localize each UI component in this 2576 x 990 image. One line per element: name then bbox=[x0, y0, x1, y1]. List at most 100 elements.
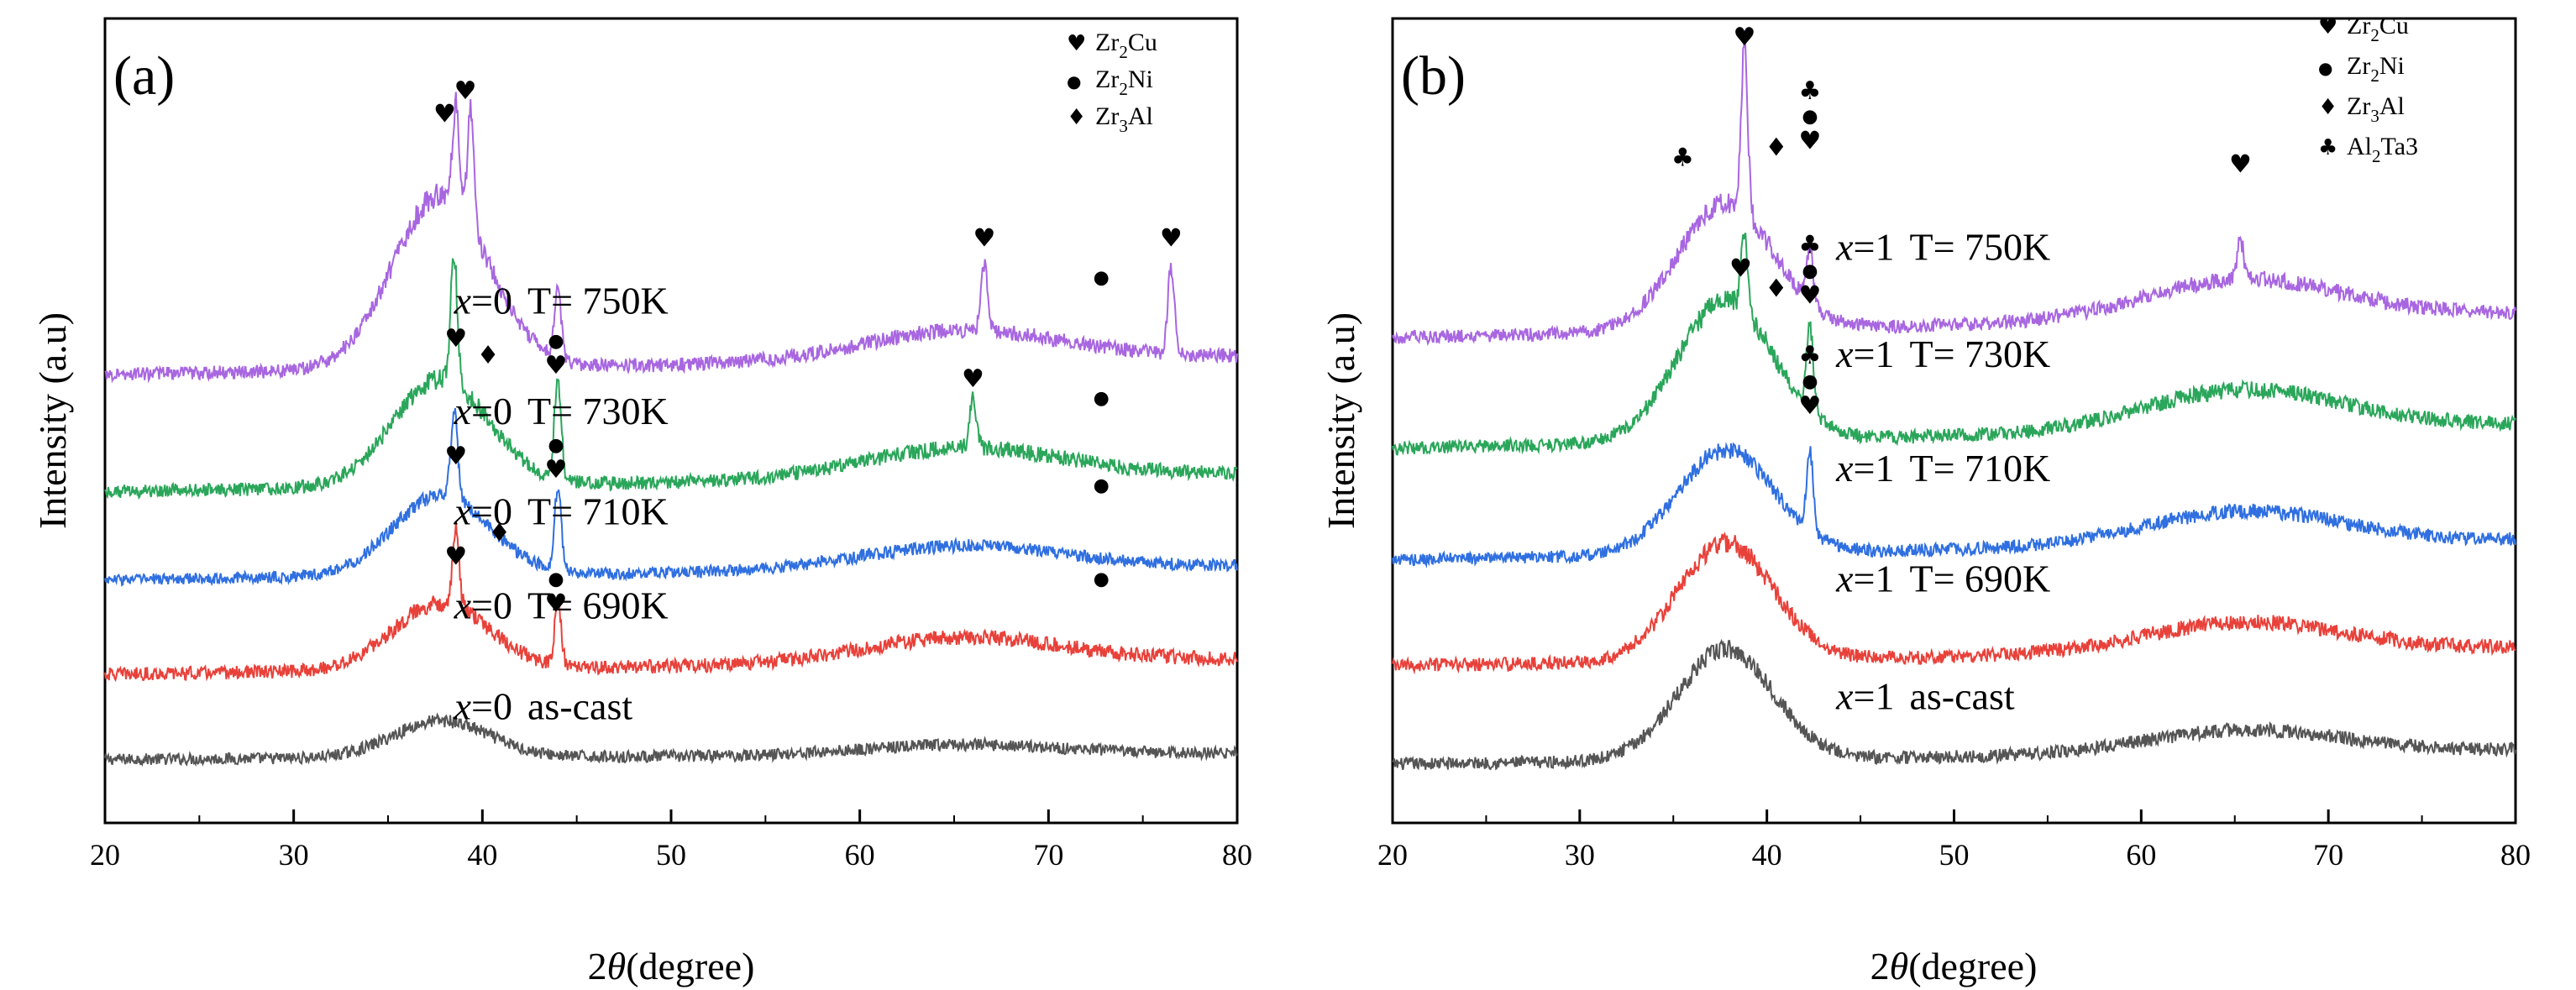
phase-marker: ♦ bbox=[488, 519, 511, 548]
phase-marker: ● bbox=[548, 331, 564, 352]
phase-marker: ♥ bbox=[1729, 254, 1752, 283]
x-tick-label: 50 bbox=[656, 838, 686, 872]
series-label: x=1 T= 690K bbox=[1835, 558, 2050, 600]
x-tick-label: 60 bbox=[845, 838, 875, 872]
series-label: x=0 T= 750K bbox=[454, 279, 669, 322]
legend-label: Zr3Al bbox=[2347, 92, 2405, 126]
x-tick-label: 30 bbox=[279, 838, 309, 872]
phase-marker: ♥ bbox=[545, 455, 568, 485]
y-axis-label: Intensity (a.u) bbox=[1319, 312, 1362, 529]
series-label: x=0 as-cast bbox=[454, 684, 633, 727]
legend-symbol: ● bbox=[1067, 71, 1081, 92]
legend-symbol: ● bbox=[2318, 58, 2332, 78]
x-axis-label-theta: θ bbox=[1890, 945, 1909, 987]
plot-frame bbox=[103, 17, 1239, 825]
legend-symbol: ♦ bbox=[1067, 105, 1086, 130]
x-axis-label-post: (degree) bbox=[1908, 945, 2037, 987]
legend-label: Zr2Ni bbox=[1095, 65, 1153, 99]
phase-marker: ♥ bbox=[962, 364, 984, 394]
series-label: x=0 T= 710K bbox=[454, 490, 669, 533]
series-label-condition: T= 690K bbox=[1909, 558, 2050, 600]
phase-marker: ● bbox=[1802, 371, 1818, 392]
series-layer bbox=[1392, 29, 2516, 771]
series-line bbox=[104, 712, 1238, 767]
phase-marker: ♥ bbox=[444, 542, 467, 572]
legend-label-sub: 2 bbox=[2370, 25, 2379, 45]
series-layer bbox=[104, 92, 1238, 767]
series-label-eq: =0 bbox=[471, 279, 512, 322]
series-label-var: x bbox=[1835, 447, 1854, 490]
legend-symbol: ♣ bbox=[2318, 135, 2337, 160]
series-label-var: x bbox=[1835, 225, 1854, 268]
legend-label: Zr2Cu bbox=[2347, 12, 2409, 45]
marker-layer: ♣●♥♥♦♣●♥♣♥♦♣●♥♥ bbox=[1671, 23, 2252, 421]
series-line bbox=[1392, 442, 2516, 568]
legend-label-base: Zr bbox=[2347, 92, 2370, 120]
series-label-eq: =0 bbox=[471, 584, 512, 627]
legend-symbol: ♥ bbox=[2318, 14, 2337, 39]
series-line bbox=[1392, 532, 2516, 675]
legend-label-tail: Al bbox=[1128, 102, 1153, 130]
phase-marker: ♥ bbox=[1733, 23, 1755, 52]
phase-marker: ♦ bbox=[1765, 134, 1787, 163]
phase-marker: ♥ bbox=[444, 324, 467, 354]
series-label-var: x bbox=[1835, 674, 1854, 717]
phase-marker: ♣ bbox=[1798, 230, 1821, 259]
x-tick-label: 70 bbox=[1033, 838, 1063, 872]
series-label-condition: T= 750K bbox=[1909, 225, 2050, 268]
phase-marker: ● bbox=[1094, 569, 1110, 590]
x-tick-label: 30 bbox=[1565, 838, 1595, 872]
legend-label: Zr2Cu bbox=[1095, 29, 1157, 62]
legend-label-tail: Cu bbox=[2379, 12, 2409, 39]
legend-label-sub: 3 bbox=[2370, 106, 2379, 126]
phase-marker: ♥ bbox=[444, 442, 467, 471]
legend-label: Zr2Ni bbox=[2347, 52, 2405, 86]
series-label: x=1 T= 710K bbox=[1835, 447, 2050, 490]
phase-marker: ♥ bbox=[1798, 280, 1821, 310]
x-tick-label: 80 bbox=[1222, 838, 1252, 872]
series-label: x=0 T= 730K bbox=[454, 390, 669, 432]
panel-label: (a) bbox=[113, 45, 175, 107]
phase-marker: ♥ bbox=[973, 223, 995, 253]
phase-marker: ● bbox=[548, 569, 564, 590]
phase-marker: ● bbox=[1094, 388, 1110, 409]
phase-marker: ♥ bbox=[454, 76, 477, 106]
series-label-condition: T= 730K bbox=[1909, 333, 2050, 375]
phase-marker: ● bbox=[1094, 267, 1110, 288]
x-tick-label: 40 bbox=[1752, 838, 1782, 872]
x-axis-label-theta: θ bbox=[607, 945, 627, 987]
legend-label-base: Zr bbox=[1095, 29, 1119, 56]
phase-marker: ♥ bbox=[545, 589, 568, 619]
phase-marker: ♣ bbox=[1671, 144, 1694, 173]
x-tick-label: 20 bbox=[1377, 838, 1408, 872]
legend-label-sub: 2 bbox=[2372, 146, 2381, 166]
phase-marker: ♣ bbox=[1798, 341, 1821, 370]
series-line bbox=[1392, 232, 2516, 456]
series-label-var: x bbox=[454, 584, 472, 627]
series-label-eq: =1 bbox=[1854, 225, 1895, 268]
phase-marker: ♥ bbox=[1160, 223, 1183, 253]
phase-marker: ♥ bbox=[1798, 391, 1821, 421]
legend-label-tail: Ta3 bbox=[2381, 133, 2419, 160]
legend-label-base: Al bbox=[2347, 133, 2372, 160]
series-label-var: x bbox=[1835, 333, 1854, 375]
phase-marker: ● bbox=[1802, 260, 1818, 281]
series-label-eq: =0 bbox=[471, 684, 512, 727]
series-label-condition: T= 730K bbox=[527, 390, 669, 432]
series-label-eq: =1 bbox=[1854, 333, 1895, 375]
series-label-condition: as-cast bbox=[1909, 674, 2014, 717]
legend-label: Zr3Al bbox=[1095, 102, 1153, 136]
x-axis-label-pre: 2 bbox=[588, 945, 607, 987]
series-label: x=1 T= 750K bbox=[1835, 225, 2050, 268]
legend-label-sub: 2 bbox=[2370, 65, 2379, 86]
phase-marker: ♥ bbox=[1798, 127, 1821, 156]
series-label-eq: =1 bbox=[1854, 447, 1895, 490]
phase-marker: ● bbox=[1094, 475, 1110, 496]
legend-label-sub: 2 bbox=[1119, 42, 1128, 62]
series-label-var: x bbox=[1835, 558, 1854, 600]
series-label: x=0 T= 690K bbox=[454, 584, 669, 627]
x-tick-label: 60 bbox=[2126, 838, 2156, 872]
series-line bbox=[1392, 29, 2516, 347]
phase-marker: ♦ bbox=[477, 341, 500, 370]
